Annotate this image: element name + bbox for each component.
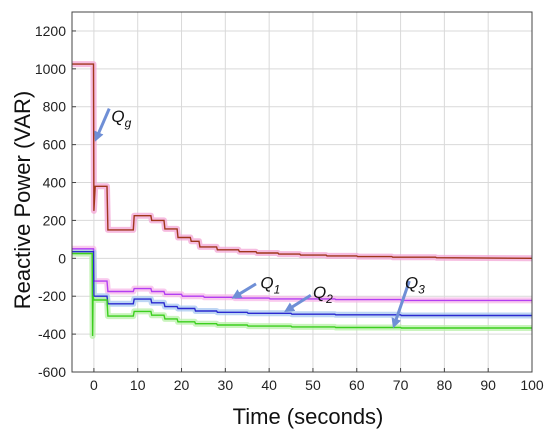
x-axis-title: Time (seconds) [233,404,384,429]
y-tick-label: -200 [38,288,66,304]
x-tick-label: 50 [305,377,321,393]
annotation-label-qg: Qg [111,107,131,130]
series-line-qg [72,63,533,259]
annotation-arrow-qg [94,108,111,142]
y-tick-label: 200 [43,212,67,228]
x-tick-label: 80 [437,377,453,393]
plot-border [71,11,533,373]
annotations: Qg Q1 Q2 Q3 [94,107,425,329]
y-tick-label: -400 [38,326,66,342]
x-tick-label: 40 [261,377,277,393]
annotation-label-q1: Q1 [260,274,280,297]
y-tick-label: 800 [43,99,67,115]
tick-labels: 0 10 20 30 40 50 60 70 80 90 100 -600 -400 -200 0 200 40… [35,23,544,393]
series-line-q2 [72,251,532,317]
y-tick-label: 0 [58,250,66,266]
y-tick-label: 600 [43,137,67,153]
annotation-arrow-q1 [231,282,257,299]
series-lines [72,63,533,337]
series-line-q1 [72,248,532,302]
annotation-label-q3: Q3 [405,274,425,297]
x-tick-label: 10 [130,377,146,393]
x-tick-label: 20 [174,377,190,393]
series-line-q3 [72,252,532,337]
x-tick-label: 60 [349,377,365,393]
annotation-arrow-q3 [391,280,411,329]
x-tick-label: 90 [480,377,496,393]
y-tick-label: -600 [38,364,66,380]
annotation-label-q2: Q2 [313,283,333,306]
x-tick-label: 0 [90,377,98,393]
x-tick-label: 70 [393,377,409,393]
x-tick-label: 100 [520,377,544,393]
plot-frame [71,11,533,373]
y-tick-label: 1200 [35,23,66,39]
annotation-arrow-q2 [284,293,312,313]
y-tick-label: 1000 [35,61,66,77]
y-axis-title: Reactive Power (VAR) [10,91,35,309]
y-tick-label: 400 [43,175,67,191]
x-tick-label: 30 [218,377,234,393]
